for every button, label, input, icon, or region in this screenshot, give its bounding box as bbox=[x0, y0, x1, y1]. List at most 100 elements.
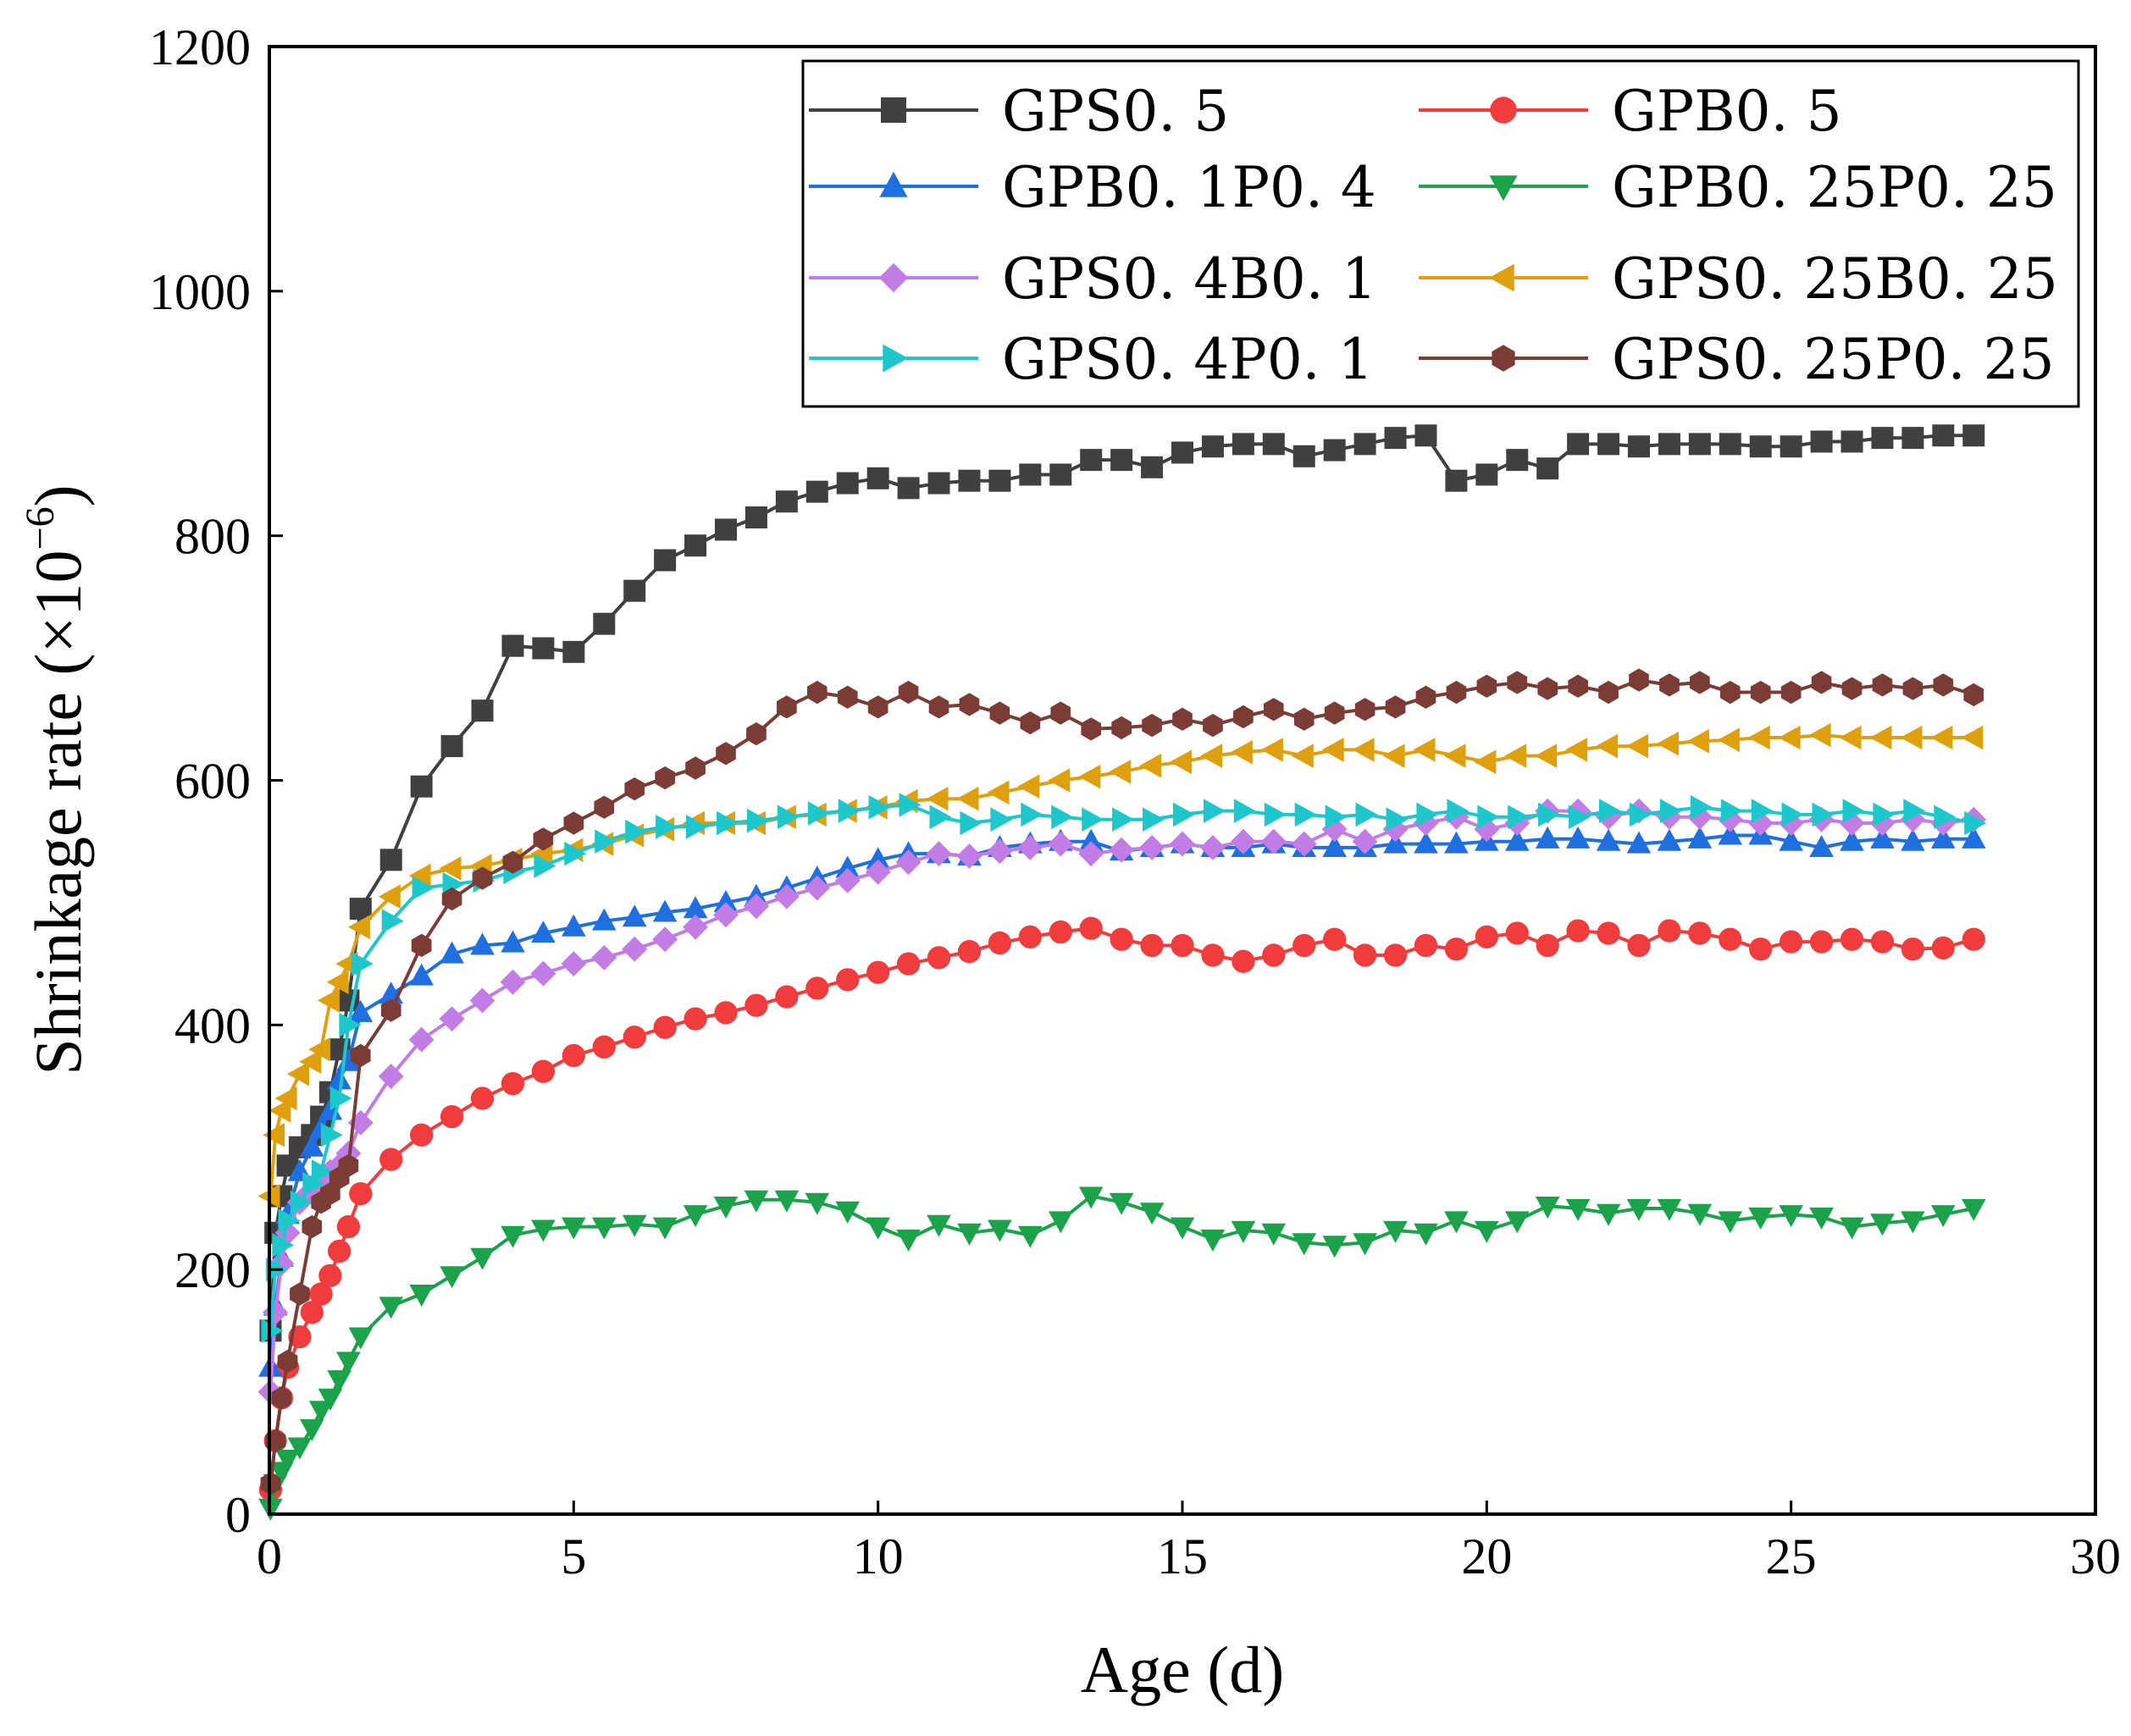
data-point bbox=[1322, 835, 1347, 857]
data-point bbox=[439, 1006, 465, 1032]
data-point bbox=[302, 1171, 325, 1197]
data-point bbox=[683, 896, 708, 919]
series-0 bbox=[259, 424, 1985, 1342]
data-point bbox=[1230, 828, 1256, 854]
data-point bbox=[1109, 1192, 1134, 1215]
data-point bbox=[805, 1192, 830, 1215]
data-point bbox=[1537, 677, 1558, 700]
data-point bbox=[652, 926, 678, 953]
data-point bbox=[1017, 835, 1043, 860]
data-point bbox=[1200, 1230, 1226, 1252]
data-point bbox=[896, 952, 921, 976]
series-line bbox=[268, 833, 1974, 1368]
data-point bbox=[1750, 680, 1771, 705]
data-point bbox=[471, 699, 494, 722]
data-point bbox=[1080, 449, 1103, 472]
legend-label: GPS0. 4B0. 1 bbox=[1002, 246, 1377, 312]
data-point bbox=[563, 811, 584, 835]
data-point bbox=[867, 695, 888, 719]
data-point bbox=[268, 1098, 291, 1123]
data-point bbox=[349, 1181, 373, 1206]
data-point bbox=[1324, 701, 1345, 725]
data-point bbox=[807, 801, 830, 826]
data-point bbox=[1445, 469, 1468, 492]
data-point bbox=[1382, 744, 1405, 768]
data-point bbox=[1962, 1198, 1986, 1221]
data-point bbox=[1809, 1208, 1834, 1230]
data-point bbox=[746, 808, 769, 833]
data-point bbox=[277, 1349, 298, 1374]
data-point bbox=[1720, 799, 1743, 823]
data-point bbox=[1021, 802, 1043, 827]
y-tick-label: 800 bbox=[174, 509, 251, 565]
data-point bbox=[1536, 457, 1559, 480]
data-point bbox=[1597, 433, 1620, 456]
data-point bbox=[865, 859, 891, 885]
data-point bbox=[1139, 1202, 1165, 1225]
data-point bbox=[1690, 795, 1713, 820]
data-point bbox=[1567, 433, 1590, 456]
data-point bbox=[347, 915, 370, 940]
data-point bbox=[746, 722, 767, 746]
data-point bbox=[1809, 835, 1834, 857]
data-point bbox=[1901, 828, 1925, 851]
data-point bbox=[1321, 816, 1348, 843]
y-tick-label: 400 bbox=[174, 998, 251, 1053]
data-point bbox=[1230, 740, 1253, 765]
x-tick-label: 20 bbox=[1461, 1529, 1512, 1584]
data-point bbox=[899, 793, 922, 817]
data-point bbox=[261, 1319, 284, 1343]
data-point bbox=[927, 946, 951, 970]
data-point bbox=[290, 1190, 313, 1214]
legend-label: GPS0. 5 bbox=[1002, 79, 1229, 144]
y-axis-title-exponent: −6 bbox=[18, 506, 63, 550]
data-point bbox=[866, 467, 889, 489]
data-point bbox=[623, 1026, 646, 1049]
data-point bbox=[1658, 919, 1681, 943]
data-point bbox=[623, 579, 646, 602]
data-point bbox=[1262, 433, 1285, 456]
x-tick-label: 15 bbox=[1157, 1529, 1208, 1584]
data-point bbox=[990, 807, 1013, 832]
data-point bbox=[744, 506, 767, 529]
data-point bbox=[988, 1219, 1012, 1242]
data-point bbox=[299, 1049, 322, 1074]
data-point bbox=[531, 921, 556, 943]
data-point bbox=[896, 1230, 921, 1252]
data-point bbox=[1873, 802, 1896, 827]
data-point bbox=[1961, 725, 1984, 750]
data-point bbox=[1565, 738, 1588, 762]
data-point bbox=[469, 987, 495, 1014]
data-point bbox=[987, 780, 1010, 805]
data-point bbox=[1718, 822, 1743, 845]
legend-item: GPB0. 5 bbox=[1419, 79, 1842, 144]
data-point bbox=[1565, 826, 1591, 849]
legend-label: GPB0. 1P0. 4 bbox=[1002, 155, 1376, 220]
legend-box bbox=[801, 59, 2080, 408]
data-point bbox=[533, 827, 554, 851]
data-point bbox=[562, 640, 585, 663]
data-point bbox=[836, 472, 859, 495]
data-point bbox=[1264, 698, 1284, 721]
series-line bbox=[268, 803, 1974, 1331]
data-point bbox=[1384, 427, 1407, 450]
data-point bbox=[1507, 671, 1528, 694]
legend-marker bbox=[881, 97, 906, 123]
data-point bbox=[988, 469, 1011, 492]
data-point bbox=[1322, 1236, 1347, 1258]
data-point bbox=[1353, 1233, 1377, 1256]
data-point bbox=[1353, 433, 1376, 456]
data-point bbox=[1810, 430, 1833, 453]
data-point bbox=[1444, 1211, 1469, 1234]
data-point bbox=[595, 829, 617, 854]
series-line bbox=[268, 434, 1974, 1331]
data-point bbox=[1659, 673, 1680, 697]
data-point bbox=[1475, 925, 1498, 949]
data-point bbox=[1260, 828, 1287, 854]
data-point bbox=[866, 960, 890, 984]
data-point bbox=[562, 914, 586, 937]
data-point bbox=[713, 902, 739, 928]
data-point bbox=[713, 890, 739, 912]
data-point bbox=[336, 1214, 361, 1239]
data-point bbox=[1779, 1205, 1803, 1228]
